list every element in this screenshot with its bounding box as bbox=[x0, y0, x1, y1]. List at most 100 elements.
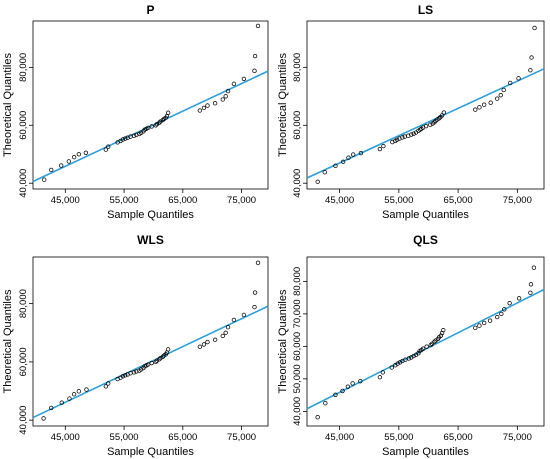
data-point bbox=[488, 100, 493, 105]
x-tick-label: 55,000 bbox=[110, 195, 139, 206]
data-point bbox=[432, 339, 437, 344]
data-point bbox=[252, 53, 258, 59]
data-point bbox=[252, 304, 257, 310]
data-points bbox=[315, 25, 537, 184]
y-tick-label: 80,000 bbox=[292, 53, 303, 82]
x-tick-label: 75,000 bbox=[503, 432, 532, 443]
data-point bbox=[400, 135, 405, 140]
data-point bbox=[145, 125, 151, 131]
x-tick-label: 45,000 bbox=[325, 195, 354, 206]
x-axis-label: Sample Quantiles bbox=[382, 446, 469, 458]
data-point bbox=[197, 108, 203, 113]
y-tick-label: 40,000 bbox=[18, 169, 29, 198]
x-axis-label: Sample Quantiles bbox=[382, 209, 469, 221]
data-point bbox=[49, 405, 54, 411]
x-tick-label: 75,000 bbox=[227, 195, 256, 206]
y-tick-label: 70,000 bbox=[292, 299, 303, 328]
data-point bbox=[165, 110, 171, 115]
data-point bbox=[409, 132, 414, 137]
y-axis-label: Theoretical Quantiles bbox=[2, 289, 14, 393]
data-point bbox=[59, 400, 64, 405]
plot-frame bbox=[32, 20, 269, 190]
reference-line bbox=[306, 288, 545, 410]
data-point bbox=[333, 163, 338, 169]
data-point bbox=[255, 260, 261, 266]
data-point bbox=[508, 80, 513, 86]
data-point bbox=[424, 344, 429, 349]
data-point bbox=[516, 296, 522, 301]
qq-panel-p: P 45,000 55,000 65,000 75,000 40,000 60,000 80,… bbox=[0, 0, 275, 229]
data-point bbox=[501, 87, 506, 93]
data-point bbox=[409, 355, 414, 360]
data-point bbox=[358, 150, 364, 156]
data-point bbox=[481, 320, 487, 326]
data-point bbox=[131, 370, 137, 375]
data-point bbox=[123, 373, 128, 378]
data-point bbox=[473, 325, 478, 331]
data-point bbox=[149, 124, 154, 129]
data-point bbox=[223, 94, 228, 99]
data-point bbox=[340, 159, 346, 164]
x-tick-label: 65,000 bbox=[444, 195, 473, 206]
data-point bbox=[223, 330, 228, 335]
data-point bbox=[441, 327, 446, 333]
data-point bbox=[528, 290, 533, 295]
data-point bbox=[123, 136, 128, 141]
data-point bbox=[165, 347, 171, 352]
data-point bbox=[477, 105, 482, 110]
x-tick-label: 75,000 bbox=[503, 195, 532, 206]
x-axis-label: Sample Quantiles bbox=[107, 446, 194, 458]
data-point bbox=[397, 360, 403, 365]
data-point bbox=[41, 416, 46, 421]
data-point bbox=[495, 96, 500, 101]
data-point bbox=[71, 392, 77, 397]
data-point bbox=[220, 97, 225, 102]
qq-panel-ls: LS 45,000 55,000 65,000 75,000 40,000 60,000 80… bbox=[275, 0, 550, 229]
x-tick-label: 45,000 bbox=[51, 195, 80, 206]
y-axis-label: Theoretical Quantiles bbox=[277, 289, 289, 393]
data-point bbox=[377, 375, 383, 380]
data-point bbox=[340, 388, 345, 394]
data-point bbox=[420, 346, 426, 351]
data-point bbox=[499, 311, 504, 317]
qq-plot-p: P 45,000 55,000 65,000 75,000 40,000 60,000 80,… bbox=[2, 3, 269, 221]
data-point bbox=[76, 389, 81, 394]
x-tick-label: 55,000 bbox=[384, 195, 413, 206]
data-point bbox=[495, 314, 500, 320]
data-point bbox=[197, 344, 203, 349]
data-point bbox=[205, 103, 210, 108]
data-point bbox=[252, 290, 258, 295]
data-point bbox=[473, 107, 478, 112]
data-point bbox=[59, 163, 64, 168]
data-point bbox=[487, 318, 493, 323]
x-tick-label: 75,000 bbox=[227, 432, 256, 443]
qq-panel-wls: WLS 45,000 55,000 65,000 75,000 40,000 60,000 8… bbox=[0, 230, 275, 459]
data-point bbox=[212, 101, 218, 106]
data-point bbox=[395, 361, 400, 366]
data-point bbox=[323, 401, 328, 406]
qq-plot-qls: QLS 45,000 55,000 65,000 75,000 40,000 50,000 6… bbox=[277, 233, 545, 458]
data-point bbox=[477, 323, 482, 328]
data-point bbox=[225, 88, 231, 94]
data-point bbox=[106, 381, 111, 386]
y-axis-label: Theoretical Quantiles bbox=[2, 53, 14, 157]
data-point bbox=[205, 339, 210, 345]
data-point bbox=[516, 76, 521, 81]
data-point bbox=[377, 146, 383, 152]
x-tick-label: 65,000 bbox=[168, 432, 197, 443]
data-point bbox=[528, 68, 533, 73]
reference-line bbox=[32, 70, 269, 183]
data-point bbox=[507, 300, 512, 306]
data-points bbox=[315, 265, 537, 420]
chart-title: P bbox=[146, 3, 154, 17]
data-point bbox=[160, 117, 166, 123]
y-tick-label: 50,000 bbox=[292, 364, 303, 393]
y-tick-label: 40,000 bbox=[292, 169, 303, 198]
data-point bbox=[231, 317, 237, 323]
y-tick-label: 80,000 bbox=[292, 267, 303, 296]
data-point bbox=[103, 147, 109, 152]
x-tick-label: 55,000 bbox=[384, 432, 413, 443]
data-point bbox=[231, 81, 237, 87]
data-point bbox=[428, 122, 433, 127]
y-tick-label: 40,000 bbox=[292, 397, 303, 426]
